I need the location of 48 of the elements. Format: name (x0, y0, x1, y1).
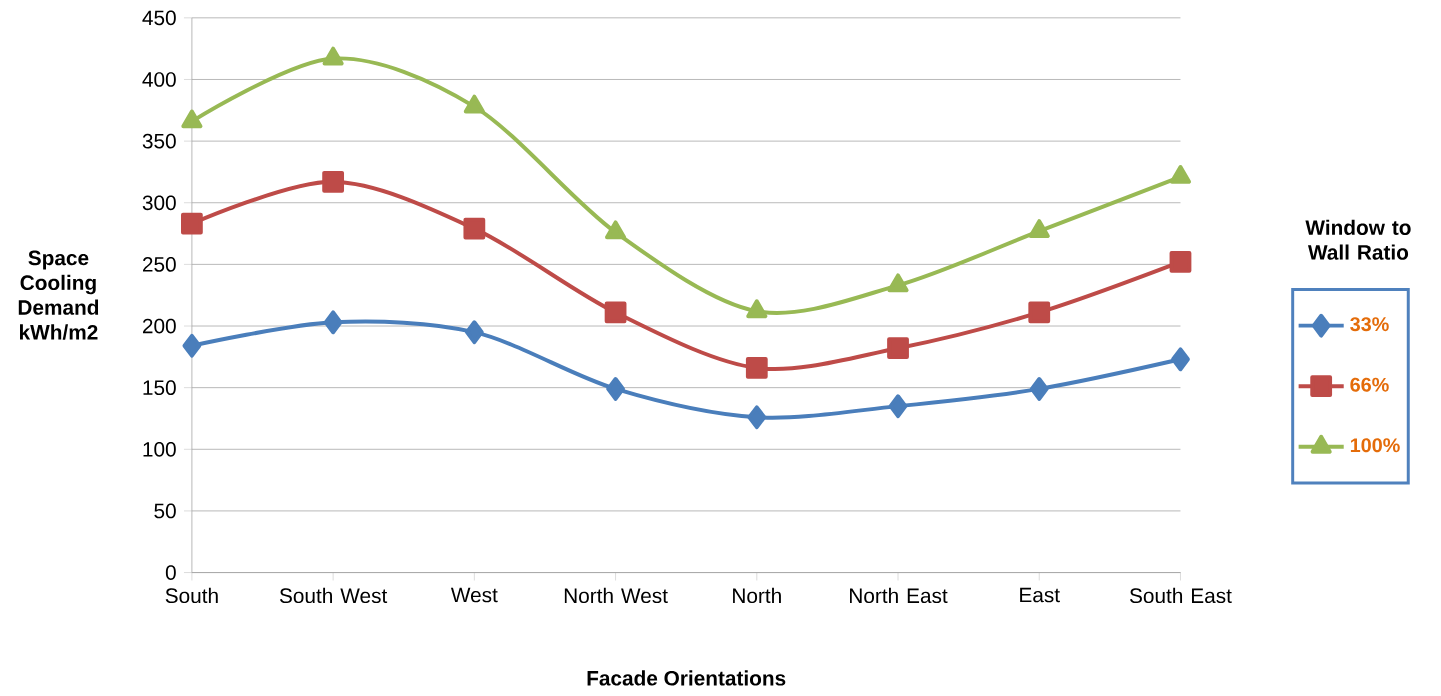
x-tick-label: North (733, 587, 781, 603)
y-tick-label: 50 (154, 503, 176, 519)
point (464, 320, 484, 344)
x-tick-label: South (165, 587, 218, 603)
y-tick-label: 250 (142, 256, 176, 272)
y-tick-label: 350 (142, 133, 176, 149)
point (746, 299, 768, 318)
point (181, 212, 203, 235)
point (747, 405, 767, 429)
x-tick-label: South West (279, 587, 388, 603)
point (322, 46, 344, 66)
x-tick-label: South East (1129, 587, 1232, 603)
point (1029, 376, 1049, 401)
point (605, 220, 627, 240)
x-axis-title: Facade Orientations (587, 670, 786, 686)
point (606, 376, 625, 401)
point (887, 337, 909, 359)
legend-label: 33% (1350, 316, 1389, 332)
point (181, 109, 203, 129)
point (604, 301, 627, 324)
x-tick-label: North West (564, 587, 668, 603)
y-tick-label: 150 (143, 380, 176, 395)
point (1028, 219, 1050, 238)
legend-label: 66% (1350, 377, 1389, 392)
point (1169, 164, 1192, 184)
y-tick-label: 450 (142, 10, 176, 26)
point (745, 356, 768, 379)
point (1169, 250, 1192, 273)
point (887, 273, 909, 293)
x-tick-label: North East (850, 587, 948, 603)
point (1028, 301, 1051, 324)
point (323, 310, 343, 335)
y-axis-title: Space Cooling Demand kWh/m2 (18, 250, 99, 340)
x-tick-label: East (1020, 587, 1060, 603)
legend-title: Window to Wall Ratio (1305, 219, 1411, 260)
point (463, 217, 486, 240)
y-tick-label: 400 (142, 71, 176, 87)
y-tick-label: 300 (142, 195, 176, 210)
y-tick-label: 100 (143, 441, 176, 457)
y-tick-label: 200 (142, 318, 176, 334)
x-tick-label: West (450, 587, 498, 603)
point (888, 394, 908, 418)
point (322, 170, 345, 193)
point (1171, 347, 1190, 371)
legend-label: 100% (1350, 438, 1400, 453)
point (463, 94, 485, 114)
y-tick-label: 0 (165, 565, 176, 580)
point (182, 333, 202, 358)
